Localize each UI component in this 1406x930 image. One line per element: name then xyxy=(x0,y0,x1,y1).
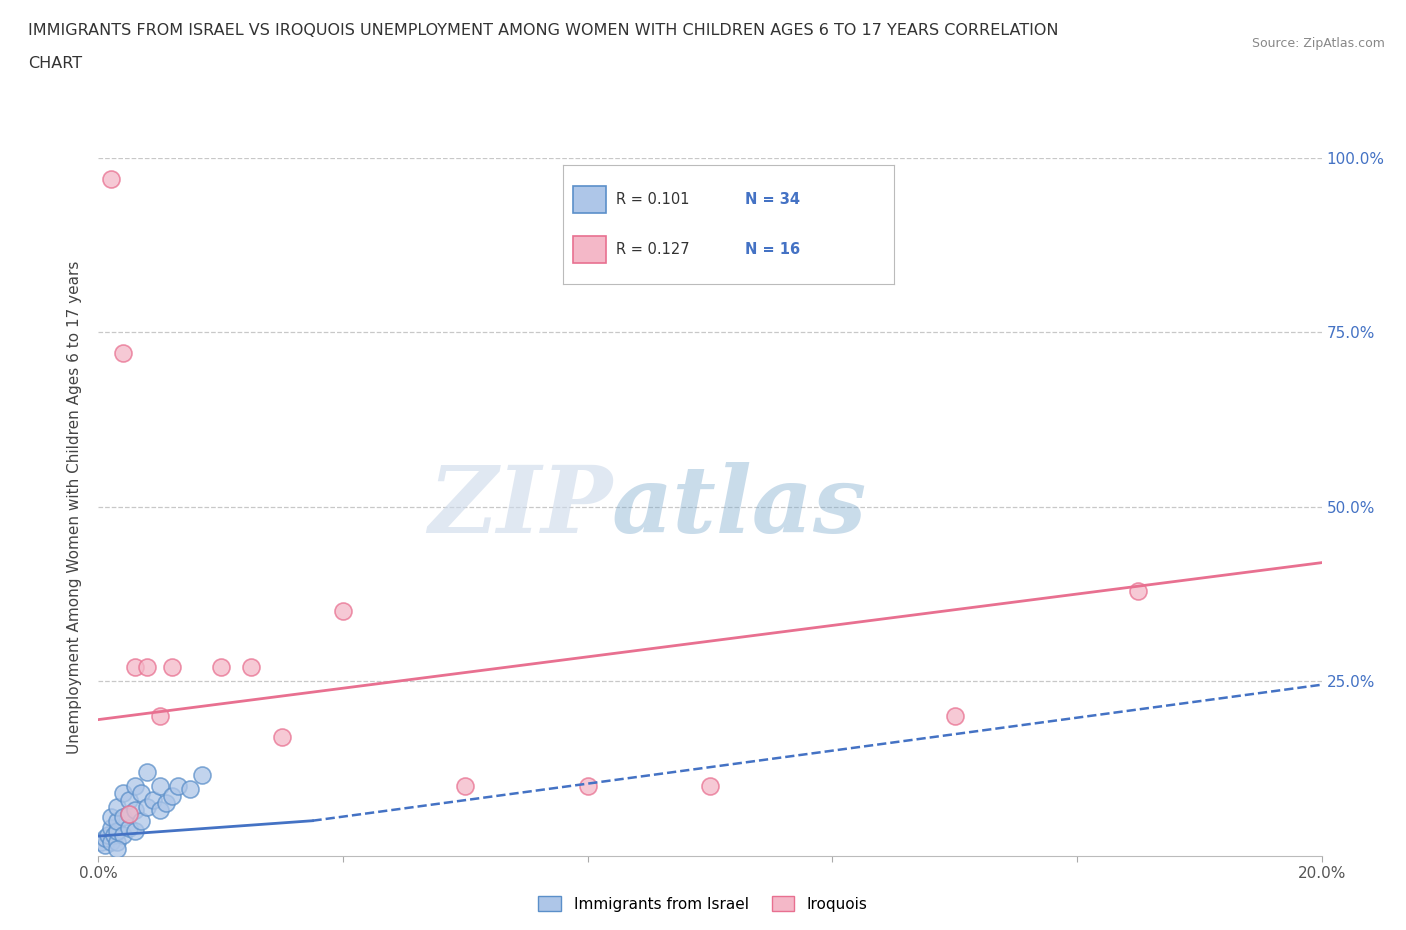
Point xyxy=(111,810,134,825)
Point xyxy=(93,838,115,853)
Point xyxy=(136,764,159,779)
Point xyxy=(118,806,141,821)
Point xyxy=(454,778,477,793)
Text: IMMIGRANTS FROM ISRAEL VS IROQUOIS UNEMPLOYMENT AMONG WOMEN WITH CHILDREN AGES 6: IMMIGRANTS FROM ISRAEL VS IROQUOIS UNEMP… xyxy=(28,23,1059,38)
Point xyxy=(118,806,141,821)
Point xyxy=(100,172,122,187)
Point xyxy=(100,810,122,825)
Point xyxy=(129,785,152,800)
Y-axis label: Unemployment Among Women with Children Ages 6 to 17 years: Unemployment Among Women with Children A… xyxy=(67,260,83,753)
Point xyxy=(118,820,141,835)
Legend: Immigrants from Israel, Iroquois: Immigrants from Israel, Iroquois xyxy=(533,890,873,918)
Point xyxy=(209,660,232,675)
Point xyxy=(105,842,128,856)
Point xyxy=(105,834,128,849)
Text: Source: ZipAtlas.com: Source: ZipAtlas.com xyxy=(1251,37,1385,50)
Text: atlas: atlas xyxy=(612,462,868,551)
Point xyxy=(270,729,292,744)
Point xyxy=(105,824,128,839)
Point xyxy=(167,778,190,793)
Point xyxy=(100,820,122,835)
Text: ZIP: ZIP xyxy=(427,462,612,551)
Point xyxy=(332,604,354,619)
Point xyxy=(699,778,721,793)
Point xyxy=(100,834,122,849)
Point xyxy=(240,660,263,675)
Point xyxy=(105,813,128,829)
Point xyxy=(136,800,159,815)
Point xyxy=(943,709,966,724)
Point xyxy=(124,778,146,793)
Point xyxy=(90,834,112,849)
Text: CHART: CHART xyxy=(28,56,82,71)
Point xyxy=(105,800,128,815)
Point xyxy=(97,828,120,843)
Point xyxy=(111,785,134,800)
Point xyxy=(155,796,177,811)
Point xyxy=(149,778,172,793)
Point xyxy=(93,830,115,845)
Point xyxy=(103,828,125,843)
Point xyxy=(111,828,134,843)
Point xyxy=(129,813,152,829)
Point xyxy=(149,803,172,817)
Point xyxy=(142,792,165,807)
Point xyxy=(179,782,201,797)
Point xyxy=(160,789,183,804)
Point xyxy=(124,824,146,839)
Point xyxy=(124,803,146,817)
Point xyxy=(111,346,134,361)
Point xyxy=(118,792,141,807)
Point xyxy=(576,778,599,793)
Point xyxy=(191,768,214,783)
Point xyxy=(1128,583,1150,598)
Point xyxy=(136,660,159,675)
Point xyxy=(149,709,172,724)
Point xyxy=(124,660,146,675)
Point xyxy=(160,660,183,675)
